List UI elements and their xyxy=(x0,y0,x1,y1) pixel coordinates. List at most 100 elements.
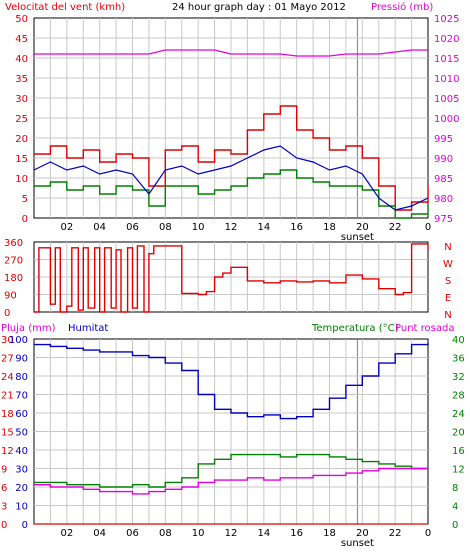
pressure-tick-label: 1015 xyxy=(434,54,459,65)
dewpoint-axis-title: Punt rosada xyxy=(395,323,454,334)
temperature-tick-label: 8 xyxy=(452,483,458,494)
pressure-axis-title: Pressió (mb) xyxy=(371,1,433,13)
wind-average-line xyxy=(33,145,429,211)
rain-tick-label: 18 xyxy=(1,409,14,420)
x-tick-label: 0 xyxy=(425,222,431,233)
x-tick-label: 10 xyxy=(192,222,205,233)
temperature-tick-label: 20 xyxy=(452,428,465,439)
x-tick-label: 06 xyxy=(126,222,139,233)
temperature-tick-label: 28 xyxy=(452,391,465,402)
graph-title: 24 hour graph day : 01 Mayo 2012 xyxy=(172,2,346,13)
wind-axis-title: Velocitat del vent (kmh) xyxy=(5,2,125,13)
temperature-tick-label: 12 xyxy=(452,465,465,476)
wind-tick-label: 40 xyxy=(15,54,28,65)
humidity-tick-label: 90 xyxy=(15,354,28,365)
compass-label: E xyxy=(445,293,451,304)
x-tick-label: 22 xyxy=(389,528,402,539)
rain-tick-label: 12 xyxy=(1,446,14,457)
x-tick-label: 02 xyxy=(60,222,73,233)
x-tick-label: 06 xyxy=(126,528,139,539)
x-tick-label: 0 xyxy=(425,528,431,539)
wind-tick-label: 10 xyxy=(15,174,28,185)
humidity-tick-label: 30 xyxy=(15,465,28,476)
wind-tick-label: 35 xyxy=(15,74,28,85)
temperature-line xyxy=(34,453,428,488)
temperature-axis-title: Temperatura (°C) xyxy=(311,323,399,334)
direction-tick-label: 180 xyxy=(4,273,23,284)
temperature-tick-label: 4 xyxy=(452,502,458,513)
x-tick-label: 12 xyxy=(225,222,238,233)
x-tick-label: 14 xyxy=(257,222,270,233)
pressure-tick-label: 1010 xyxy=(434,74,459,85)
x-tick-label: 18 xyxy=(323,528,336,539)
wind-direction-line xyxy=(34,243,429,313)
rain-tick-label: 0 xyxy=(1,520,7,531)
x-tick-label: 22 xyxy=(389,222,402,233)
x-tick-label: 04 xyxy=(93,222,106,233)
pressure-tick-label: 980 xyxy=(434,194,453,205)
humidity-tick-label: 0 xyxy=(22,520,28,531)
rain-tick-label: 24 xyxy=(1,372,14,383)
temperature-tick-label: 32 xyxy=(452,372,465,383)
direction-tick-label: 270 xyxy=(4,256,23,267)
wind-tick-label: 5 xyxy=(22,194,28,205)
x-tick-label: 08 xyxy=(159,528,172,539)
humidity-tick-label: 10 xyxy=(15,502,28,513)
x-tick-label: 08 xyxy=(159,222,172,233)
compass-label: N xyxy=(444,242,451,253)
pressure-tick-label: 975 xyxy=(434,214,453,225)
x-tick-label: 20 xyxy=(356,528,369,539)
dewpoint-line xyxy=(34,467,428,495)
rain-tick-label: 21 xyxy=(1,391,14,402)
wind-tick-label: 25 xyxy=(15,114,28,125)
x-tick-label: 12 xyxy=(225,528,238,539)
wind-gust-line xyxy=(34,105,429,211)
humidity-tick-label: 60 xyxy=(15,409,28,420)
pressure-tick-label: 1000 xyxy=(434,114,459,125)
x-tick-label: 02 xyxy=(60,528,73,539)
sunset-label: sunset xyxy=(341,538,374,549)
rain-tick-label: 30 xyxy=(1,335,14,346)
humidity-tick-label: 100 xyxy=(9,335,28,346)
direction-tick-label: 0 xyxy=(4,308,10,319)
humidity-tick-label: 70 xyxy=(15,391,28,402)
rain-tick-label: 9 xyxy=(1,465,7,476)
wind-low-line xyxy=(34,169,429,219)
sunset-label: sunset xyxy=(341,232,374,243)
humidity-tick-label: 80 xyxy=(15,372,28,383)
x-tick-label: 16 xyxy=(290,528,303,539)
pressure-tick-label: 1020 xyxy=(434,34,459,45)
temperature-tick-label: 24 xyxy=(452,409,465,420)
wind-tick-label: 50 xyxy=(15,14,28,25)
pressure-tick-label: 995 xyxy=(434,134,453,145)
wind-tick-label: 45 xyxy=(15,34,28,45)
temperature-tick-label: 36 xyxy=(452,354,465,365)
compass-label: S xyxy=(445,276,451,287)
wind-tick-label: 30 xyxy=(15,94,28,105)
x-tick-label: 14 xyxy=(257,528,270,539)
rain-tick-label: 3 xyxy=(1,502,7,513)
pressure-tick-label: 1005 xyxy=(434,94,459,105)
x-tick-label: 04 xyxy=(93,528,106,539)
direction-tick-label: 360 xyxy=(4,238,23,249)
direction-tick-label: 90 xyxy=(4,291,17,302)
rain-axis-title: Pluja (mm) xyxy=(1,323,56,334)
humidity-tick-label: 50 xyxy=(15,428,28,439)
wind-tick-label: 20 xyxy=(15,134,28,145)
wind-tick-label: 0 xyxy=(22,214,28,225)
pressure-line xyxy=(34,49,428,57)
x-tick-label: 16 xyxy=(290,222,303,233)
temperature-tick-label: 40 xyxy=(452,335,465,346)
temperature-tick-label: 16 xyxy=(452,446,465,457)
wind-tick-label: 15 xyxy=(15,154,28,165)
humidity-line xyxy=(34,342,429,420)
humidity-tick-label: 40 xyxy=(15,446,28,457)
rain-tick-label: 15 xyxy=(1,428,14,439)
x-tick-label: 20 xyxy=(356,222,369,233)
pressure-tick-label: 990 xyxy=(434,154,453,165)
humidity-series-label: Humitat xyxy=(68,323,108,334)
rain-tick-label: 27 xyxy=(1,354,14,365)
pressure-tick-label: 1025 xyxy=(434,14,459,25)
